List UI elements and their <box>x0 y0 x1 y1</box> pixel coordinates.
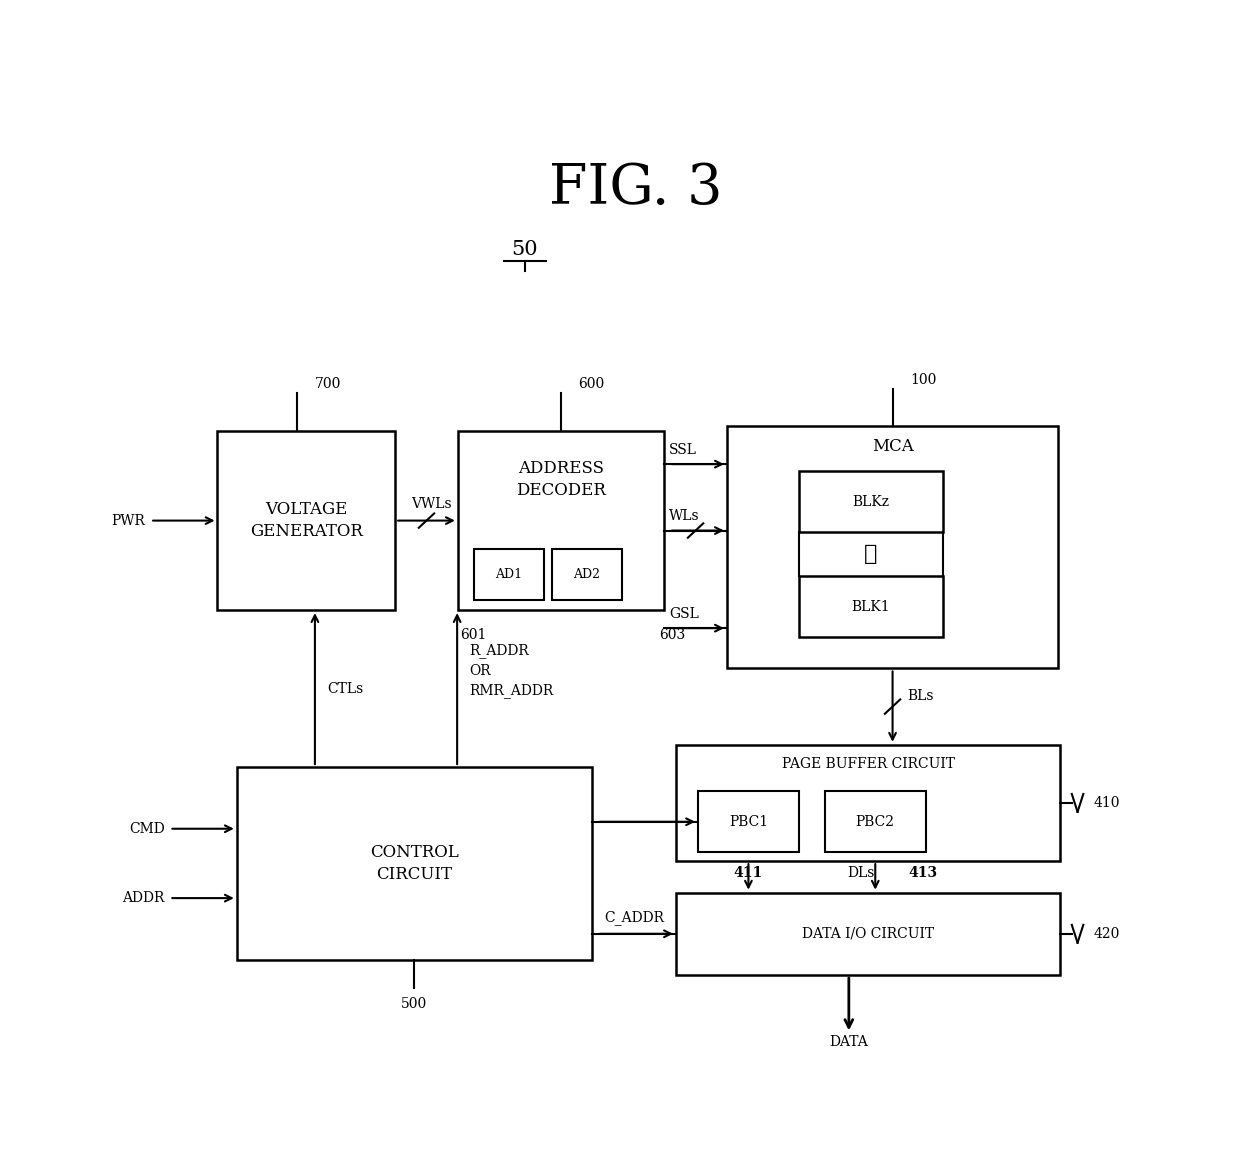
Text: ⋮: ⋮ <box>864 544 878 566</box>
FancyBboxPatch shape <box>217 431 396 610</box>
Text: PBC2: PBC2 <box>856 815 895 829</box>
Text: BLs: BLs <box>906 689 934 703</box>
Text: FIG. 3: FIG. 3 <box>549 162 722 217</box>
FancyBboxPatch shape <box>552 549 622 601</box>
FancyBboxPatch shape <box>799 576 944 637</box>
FancyBboxPatch shape <box>825 792 926 852</box>
Text: 500: 500 <box>402 998 428 1012</box>
FancyBboxPatch shape <box>237 767 593 960</box>
Text: PWR: PWR <box>112 513 145 527</box>
Text: WLs: WLs <box>670 509 699 523</box>
FancyBboxPatch shape <box>676 893 1060 975</box>
Text: ADDRESS
DECODER: ADDRESS DECODER <box>516 460 606 499</box>
Text: 411: 411 <box>734 866 763 880</box>
Text: BLKz: BLKz <box>852 495 889 509</box>
FancyBboxPatch shape <box>474 549 544 601</box>
Text: VWLs: VWLs <box>410 497 451 511</box>
Text: 100: 100 <box>910 372 936 386</box>
Text: PBC1: PBC1 <box>729 815 768 829</box>
Text: CTLs: CTLs <box>327 682 363 696</box>
Text: CMD: CMD <box>129 822 165 836</box>
Text: GSL: GSL <box>670 606 699 620</box>
Text: 601: 601 <box>460 629 487 643</box>
Text: BLK1: BLK1 <box>852 599 890 613</box>
Text: C_ADDR: C_ADDR <box>604 910 665 925</box>
FancyBboxPatch shape <box>799 471 944 532</box>
Text: 413: 413 <box>909 866 937 880</box>
Text: PAGE BUFFER CIRCUIT: PAGE BUFFER CIRCUIT <box>781 758 955 772</box>
Text: CONTROL
CIRCUIT: CONTROL CIRCUIT <box>370 844 459 883</box>
FancyBboxPatch shape <box>676 745 1060 861</box>
Text: AD2: AD2 <box>573 568 600 581</box>
Text: 410: 410 <box>1094 796 1121 810</box>
Text: DLs: DLs <box>847 866 874 880</box>
Text: 50: 50 <box>512 240 538 258</box>
Text: ADDR: ADDR <box>123 892 165 906</box>
Text: 420: 420 <box>1094 927 1120 941</box>
Text: 603: 603 <box>660 629 686 643</box>
FancyBboxPatch shape <box>698 792 799 852</box>
FancyBboxPatch shape <box>727 426 1058 668</box>
Text: VOLTAGE
GENERATOR: VOLTAGE GENERATOR <box>250 501 363 540</box>
Text: DATA: DATA <box>830 1035 868 1049</box>
Text: DATA I/O CIRCUIT: DATA I/O CIRCUIT <box>802 927 934 941</box>
Text: MCA: MCA <box>872 438 914 455</box>
Text: SSL: SSL <box>670 442 697 456</box>
Text: 700: 700 <box>315 377 341 391</box>
Text: 600: 600 <box>578 377 605 391</box>
Text: R_ADDR
OR
RMR_ADDR: R_ADDR OR RMR_ADDR <box>470 644 554 698</box>
Text: AD1: AD1 <box>496 568 523 581</box>
FancyBboxPatch shape <box>458 431 665 610</box>
